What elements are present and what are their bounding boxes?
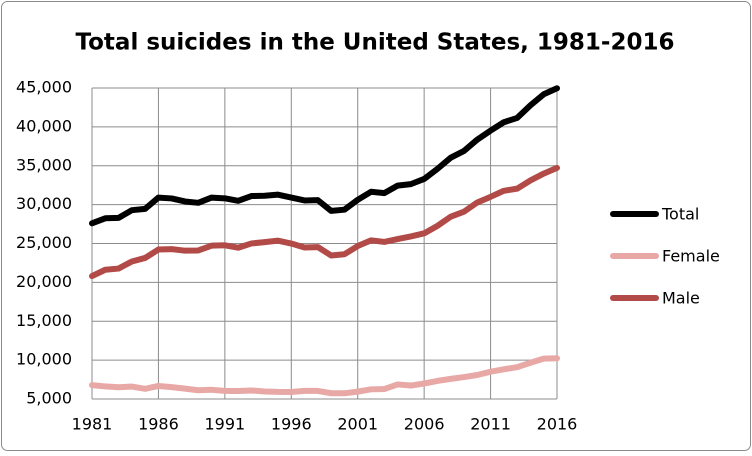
chart-title: Total suicides in the United States, 198… — [76, 30, 675, 56]
series-line — [89, 355, 560, 397]
y-tick-label: 25,000 — [16, 233, 72, 252]
y-tick-label: 10,000 — [16, 350, 72, 369]
x-tick-label: 2016 — [537, 415, 578, 434]
y-tick-label: 5,000 — [26, 389, 72, 408]
x-tick-label: 2001 — [337, 415, 378, 434]
legend-label: Total — [661, 205, 699, 224]
y-tick-label: 40,000 — [16, 116, 72, 135]
series-line — [89, 164, 560, 280]
x-tick-label: 2006 — [404, 415, 445, 434]
x-tick-label: 1996 — [271, 415, 312, 434]
y-tick-label: 20,000 — [16, 272, 72, 291]
x-tick-label: 2011 — [470, 415, 511, 434]
x-tick-label: 1991 — [204, 415, 245, 434]
y-tick-label: 45,000 — [16, 78, 72, 97]
x-tick-label: 1986 — [138, 415, 179, 434]
y-tick-label: 30,000 — [16, 194, 72, 213]
y-tick-label: 35,000 — [16, 155, 72, 174]
legend-label: Male — [662, 289, 700, 308]
series-line — [89, 85, 560, 227]
y-tick-label: 15,000 — [16, 311, 72, 330]
x-tick-label: 1981 — [72, 415, 113, 434]
legend-label: Female — [662, 247, 720, 266]
